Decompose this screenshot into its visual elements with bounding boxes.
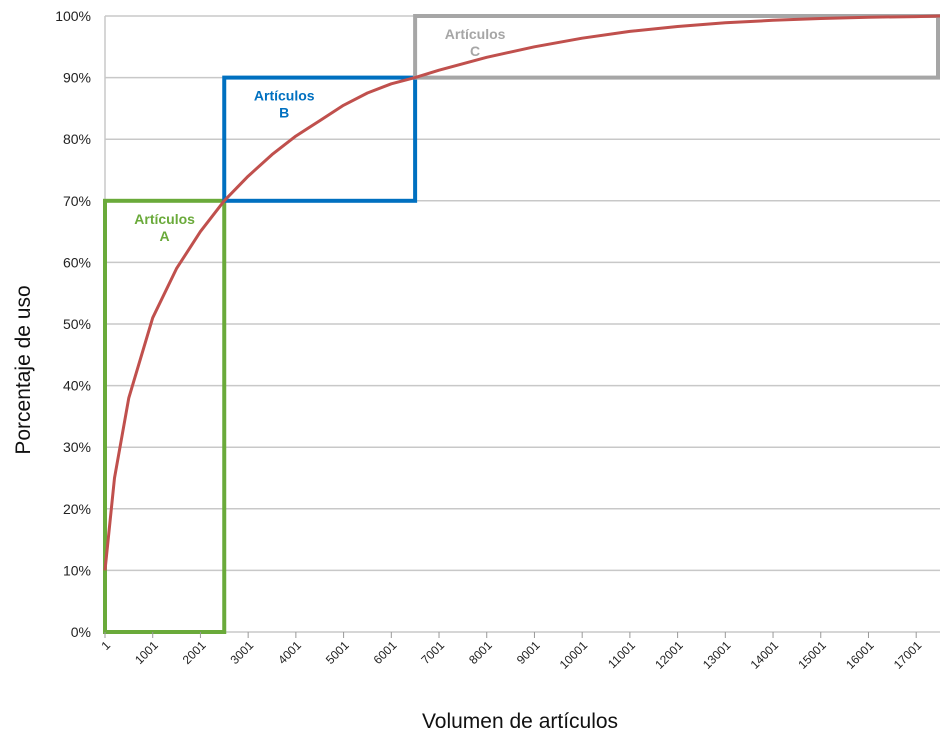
y-axis-title: Porcentaje de uso [12, 285, 35, 454]
x-tick-label: 2001 [180, 638, 209, 667]
zone-label-line2: C [470, 43, 480, 59]
x-tick-label: 4001 [275, 638, 304, 667]
x-tick-label: 1 [98, 638, 113, 653]
zone-label-line2: A [160, 228, 170, 244]
x-tick-label: 16001 [843, 638, 877, 672]
y-tick-label: 60% [63, 254, 91, 270]
y-tick-label: 10% [63, 562, 91, 578]
x-tick-label: 8001 [466, 638, 495, 667]
y-tick-label: 30% [63, 439, 91, 455]
x-tick-label: 3001 [227, 638, 256, 667]
zone-box-a [103, 198, 227, 635]
cumulative-usage-line [103, 14, 940, 571]
y-tick-label: 80% [63, 131, 91, 147]
zone-box-c [413, 14, 940, 80]
y-tick-label: 50% [63, 316, 91, 332]
zone-label-line1: Artículos [134, 211, 195, 227]
y-tick-label: 20% [63, 501, 91, 517]
x-tick-label: 11001 [605, 638, 638, 671]
x-axis: 1 1001 2001 3001 4001 5001 6001 7001 8001 9001 100… [98, 632, 925, 672]
x-tick-label: 5001 [323, 638, 352, 667]
grid-layer [104, 15, 940, 633]
x-tick-label: 14001 [748, 638, 782, 672]
x-tick-label: 9001 [514, 638, 543, 667]
zone-label-line1: Artículos [445, 26, 506, 42]
x-tick-label: 15001 [795, 638, 829, 672]
y-tick-label: 90% [63, 70, 91, 86]
x-tick-label: 10001 [557, 638, 591, 672]
x-tick-label: 13001 [700, 638, 734, 672]
y-tick-label: 70% [63, 193, 91, 209]
x-tick-label: 6001 [371, 638, 400, 667]
x-tick-label: 12001 [652, 638, 686, 672]
zone-box-b [222, 75, 418, 203]
zone-label-line2: B [279, 105, 289, 121]
y-tick-label: 40% [63, 378, 91, 394]
y-tick-label: 0% [71, 624, 91, 640]
curve-layer [103, 14, 940, 571]
zone-label-line1: Artículos [254, 88, 315, 104]
x-tick-label: 7001 [418, 638, 447, 667]
x-tick-label: 1001 [132, 638, 161, 667]
y-tick-label: 100% [55, 8, 91, 24]
x-tick-label: 17001 [891, 638, 925, 672]
x-axis-title: Volumen de artículos [422, 710, 618, 733]
y-axis: 0% 10% 20% 30% 40% 50% 60% 70% 80% 90% 100% [55, 8, 91, 640]
